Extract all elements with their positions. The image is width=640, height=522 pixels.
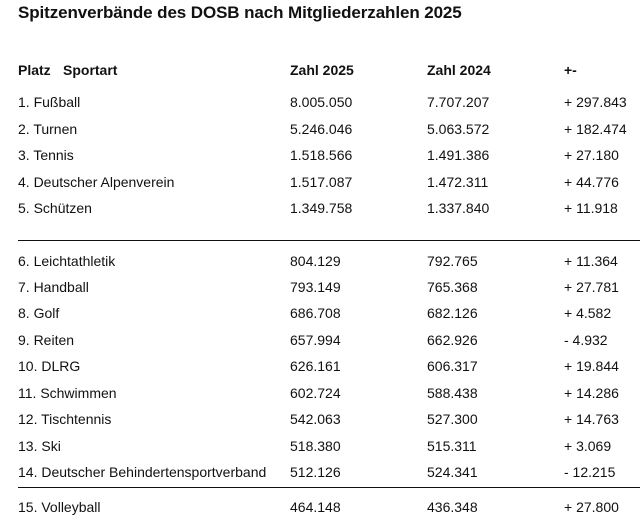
cell-zahl-2024: 527.300 [427, 411, 478, 427]
cell-zahl-2024: 436.348 [427, 499, 478, 515]
cell-sportart: 12. Tischtennis [18, 411, 112, 427]
cell-zahl-2024: 792.765 [427, 253, 478, 269]
cell-sportart: 10. DLRG [18, 358, 81, 374]
cell-difference: + 3.069 [564, 438, 612, 454]
cell-difference: + 14.763 [564, 411, 619, 427]
table-row: 12. Tischtennis 542.063 527.300 + 14.763 [0, 408, 640, 430]
table-row: 14. Deutscher Behindertensportverband 51… [0, 461, 640, 483]
cell-zahl-2025: 8.005.050 [290, 94, 353, 110]
table-row: 1. Fußball 8.005.050 7.707.207 + 297.843 [0, 91, 640, 113]
cell-difference: + 11.364 [564, 253, 618, 269]
header-zahl-2025: Zahl 2025 [290, 62, 354, 78]
cell-difference: + 297.843 [564, 94, 627, 110]
cell-zahl-2024: 765.368 [427, 279, 478, 295]
cell-zahl-2024: 1.491.386 [427, 147, 490, 163]
cell-difference: + 14.286 [564, 385, 619, 401]
cell-zahl-2025: 804.129 [290, 253, 341, 269]
table-row: 7. Handball 793.149 765.368 + 27.781 [0, 276, 640, 298]
cell-sportart: 15. Volleyball [18, 499, 101, 515]
cell-zahl-2024: 5.063.572 [427, 121, 490, 137]
header-difference: +- [564, 62, 577, 78]
cell-difference: + 27.781 [564, 279, 619, 295]
table-row: 5. Schützen 1.349.758 1.337.840 + 11.918 [0, 197, 640, 219]
section-divider [18, 240, 640, 241]
cell-zahl-2025: 1.518.566 [290, 147, 353, 163]
cell-zahl-2025: 512.126 [290, 464, 341, 480]
cell-difference: + 19.844 [564, 358, 619, 374]
cell-sportart: 1. Fußball [18, 94, 81, 110]
cell-sportart: 8. Golf [18, 305, 60, 321]
cell-zahl-2024: 588.438 [427, 385, 478, 401]
cell-sportart: 4. Deutscher Alpenverein [18, 174, 175, 190]
table-row: 13. Ski 518.380 515.311 + 3.069 [0, 435, 640, 457]
cell-difference: + 4.582 [564, 305, 612, 321]
cell-difference: - 12.215 [564, 464, 616, 480]
cell-difference: + 11.918 [564, 200, 618, 216]
cell-sportart: 11. Schwimmen [18, 385, 117, 401]
cell-sportart: 14. Deutscher Behindertensportverband [18, 464, 267, 480]
cell-sportart: 7. Handball [18, 279, 89, 295]
table-row: 10. DLRG 626.161 606.317 + 19.844 [0, 355, 640, 377]
cell-zahl-2024: 662.926 [427, 332, 478, 348]
table-row: 8. Golf 686.708 682.126 + 4.582 [0, 302, 640, 324]
cell-zahl-2025: 657.994 [290, 332, 341, 348]
cell-zahl-2024: 1.472.311 [427, 174, 489, 190]
cell-zahl-2025: 5.246.046 [290, 121, 353, 137]
table-row: 2. Turnen 5.246.046 5.063.572 + 182.474 [0, 118, 640, 140]
cell-zahl-2024: 682.126 [427, 305, 478, 321]
cell-zahl-2024: 1.337.840 [427, 200, 490, 216]
cell-sportart: 3. Tennis [18, 147, 74, 163]
table-row: 4. Deutscher Alpenverein 1.517.087 1.472… [0, 171, 640, 193]
page-title: Spitzenverbände des DOSB nach Mitglieder… [18, 3, 462, 22]
header-sportart: Sportart [63, 62, 118, 78]
cell-zahl-2024: 7.707.207 [427, 94, 490, 110]
cell-sportart: 5. Schützen [18, 200, 92, 216]
cell-zahl-2025: 793.149 [290, 279, 341, 295]
cell-zahl-2024: 524.341 [427, 464, 478, 480]
table-row: 3. Tennis 1.518.566 1.491.386 + 27.180 [0, 144, 640, 166]
table-header: Platz Sportart Zahl 2025 Zahl 2024 +- [0, 59, 640, 81]
header-platz: Platz [18, 62, 51, 78]
cell-zahl-2025: 626.161 [290, 358, 341, 374]
table-row: 9. Reiten 657.994 662.926 - 4.932 [0, 329, 640, 351]
table-row: 15. Volleyball 464.148 436.348 + 27.800 [0, 496, 640, 518]
cell-zahl-2024: 606.317 [427, 358, 478, 374]
cell-zahl-2024: 515.311 [427, 438, 477, 454]
cell-zahl-2025: 518.380 [290, 438, 341, 454]
cell-zahl-2025: 1.349.758 [290, 200, 353, 216]
cell-zahl-2025: 542.063 [290, 411, 341, 427]
cell-difference: + 44.776 [564, 174, 619, 190]
cell-sportart: 13. Ski [18, 438, 61, 454]
cell-zahl-2025: 464.148 [290, 499, 341, 515]
cell-zahl-2025: 1.517.087 [290, 174, 353, 190]
cell-difference: + 27.180 [564, 147, 619, 163]
cell-sportart: 9. Reiten [18, 332, 75, 348]
header-zahl-2024: Zahl 2024 [427, 62, 491, 78]
cell-difference: + 27.800 [564, 499, 619, 515]
cell-difference: + 182.474 [564, 121, 627, 137]
table-row: 6. Leichtathletik 804.129 792.765 + 11.3… [0, 250, 640, 272]
section-divider [18, 487, 640, 488]
cell-sportart: 2. Turnen [18, 121, 78, 137]
cell-sportart: 6. Leichtathletik [18, 253, 116, 269]
cell-difference: - 4.932 [564, 332, 608, 348]
cell-zahl-2025: 686.708 [290, 305, 341, 321]
cell-zahl-2025: 602.724 [290, 385, 341, 401]
table-row: 11. Schwimmen 602.724 588.438 + 14.286 [0, 382, 640, 404]
